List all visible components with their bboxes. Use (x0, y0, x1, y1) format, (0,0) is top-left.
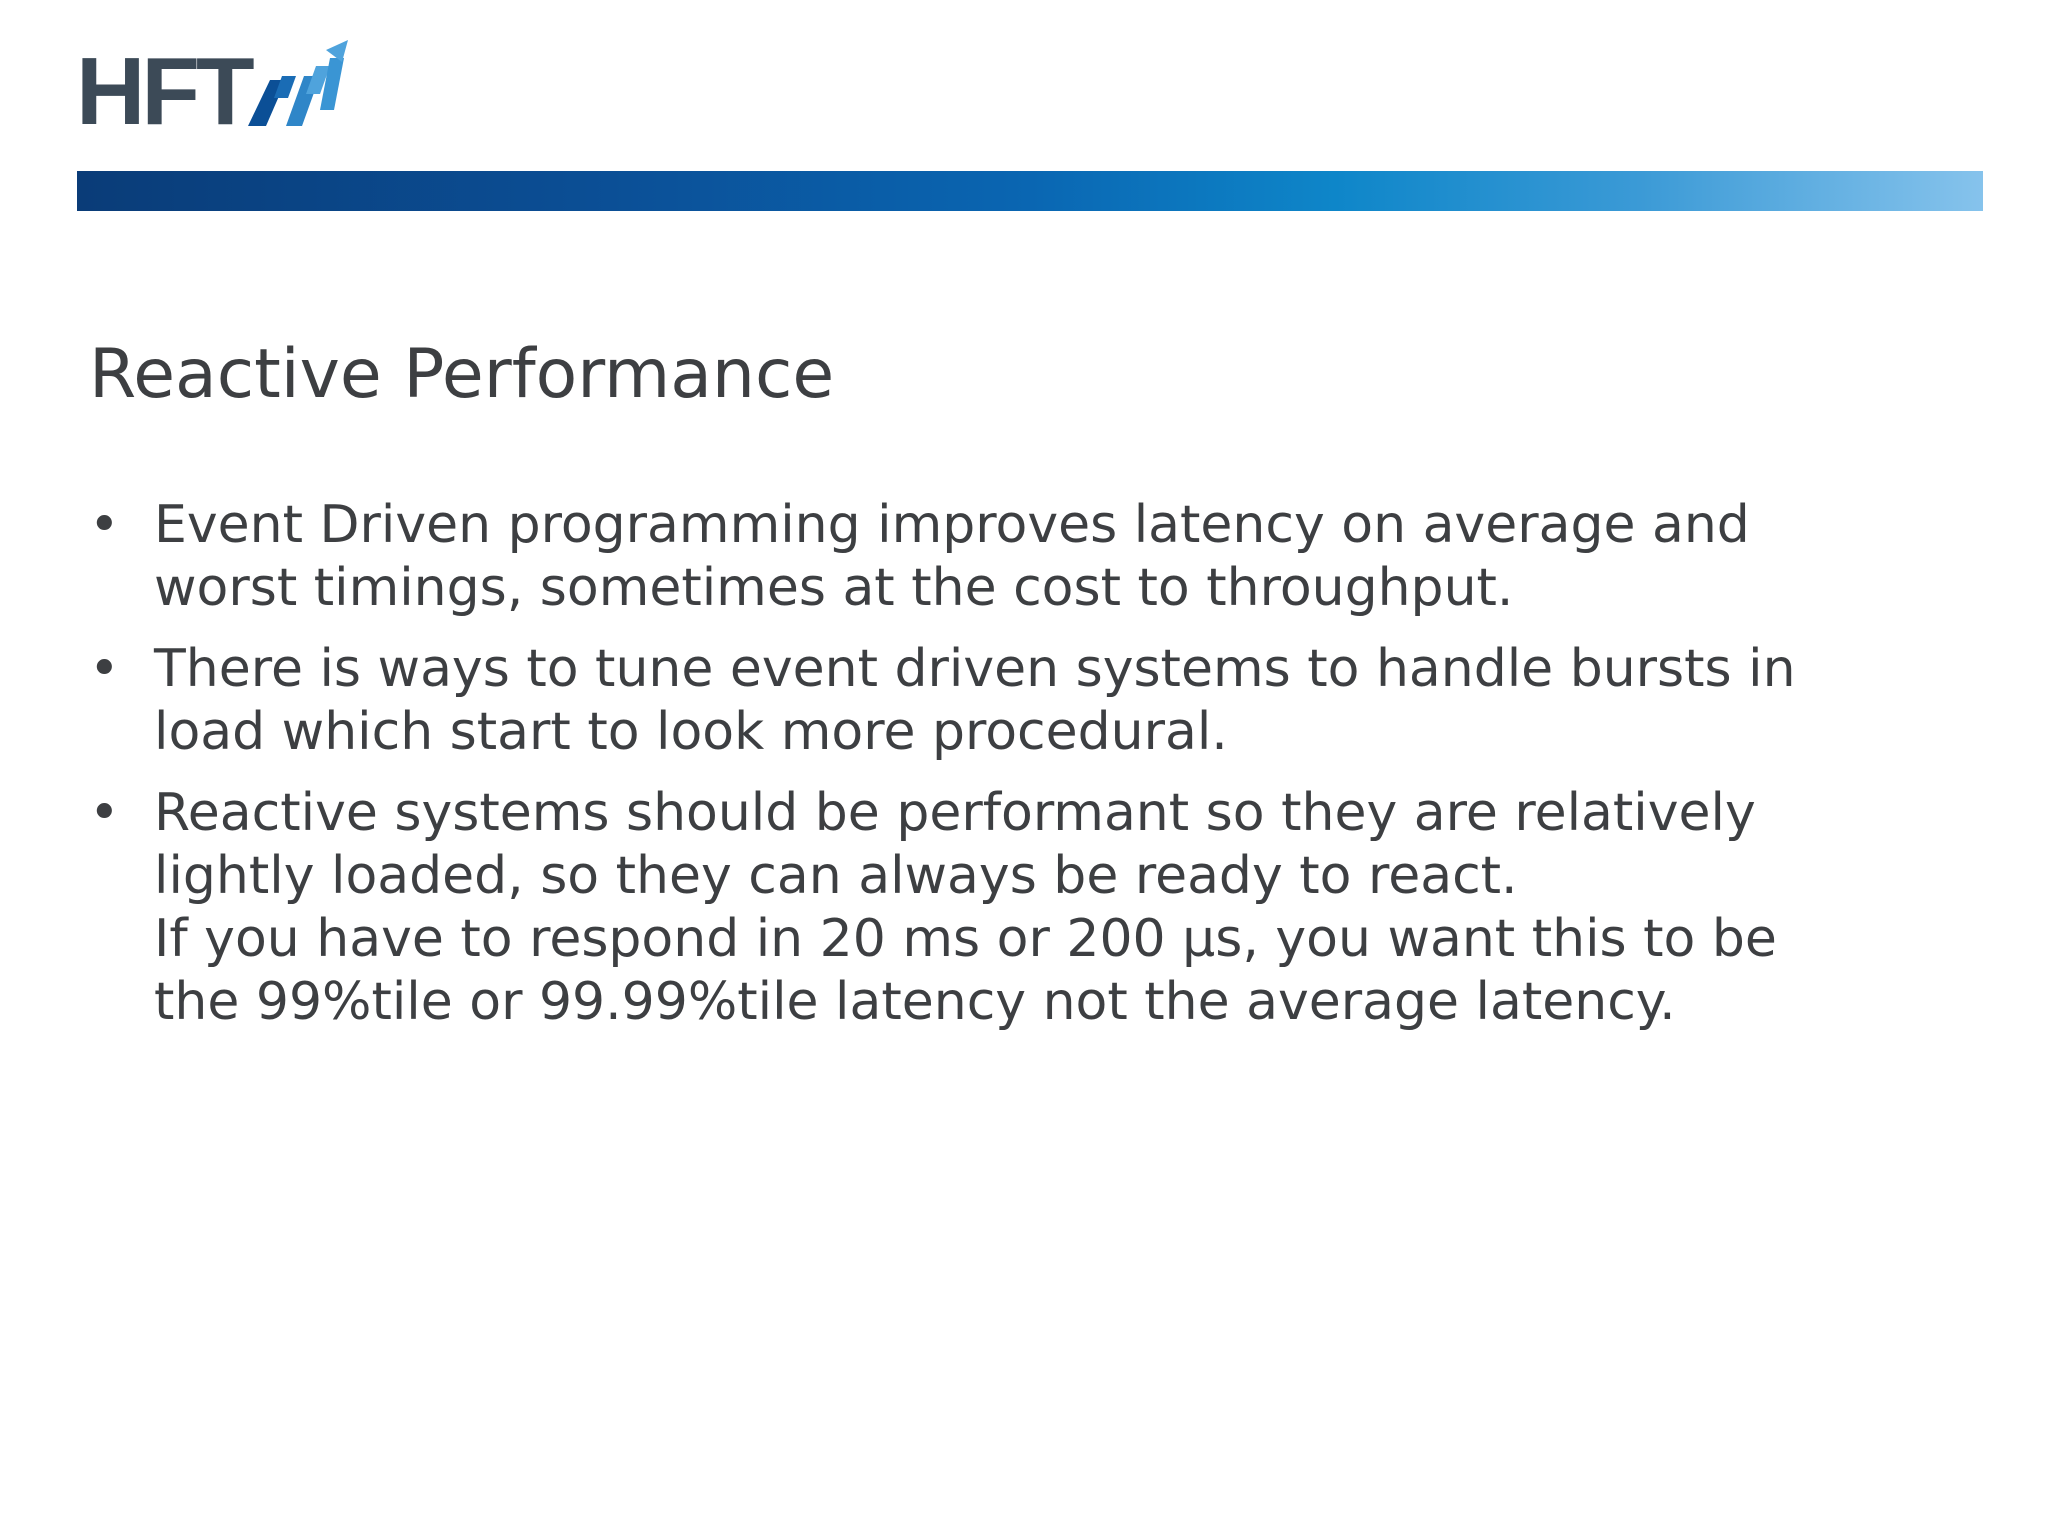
bullet-list: • Event Driven programming improves late… (89, 494, 1949, 1052)
bullet-line: load which start to look more procedural… (154, 702, 1228, 762)
bullet-line: There is ways to tune event driven syste… (154, 639, 1796, 699)
bullet-line: Reactive systems should be performant so… (154, 783, 1756, 843)
bullet-item: • Event Driven programming improves late… (89, 494, 1949, 620)
bullet-line: the 99%tile or 99.99%tile latency not th… (154, 972, 1676, 1032)
bullet-dot: • (89, 639, 120, 699)
bullet-line: worst timings, sometimes at the cost to … (154, 558, 1514, 618)
rising-zigzag-arrow-icon (248, 40, 348, 126)
header-gradient-bar (77, 171, 1983, 211)
bullet-line: If you have to respond in 20 ms or 200 μ… (154, 909, 1777, 969)
bullet-item: • There is ways to tune event driven sys… (89, 638, 1949, 764)
bullet-line: Event Driven programming improves latenc… (154, 495, 1750, 555)
hft-logo: HFT (76, 36, 348, 140)
bullet-item: • Reactive systems should be performant … (89, 782, 1949, 1034)
bullet-dot: • (89, 495, 120, 555)
bullet-dot: • (89, 783, 120, 843)
logo-wordmark: HFT (76, 38, 255, 145)
slide-title: Reactive Performance (89, 335, 835, 414)
bullet-line: lightly loaded, so they can always be re… (154, 846, 1518, 906)
